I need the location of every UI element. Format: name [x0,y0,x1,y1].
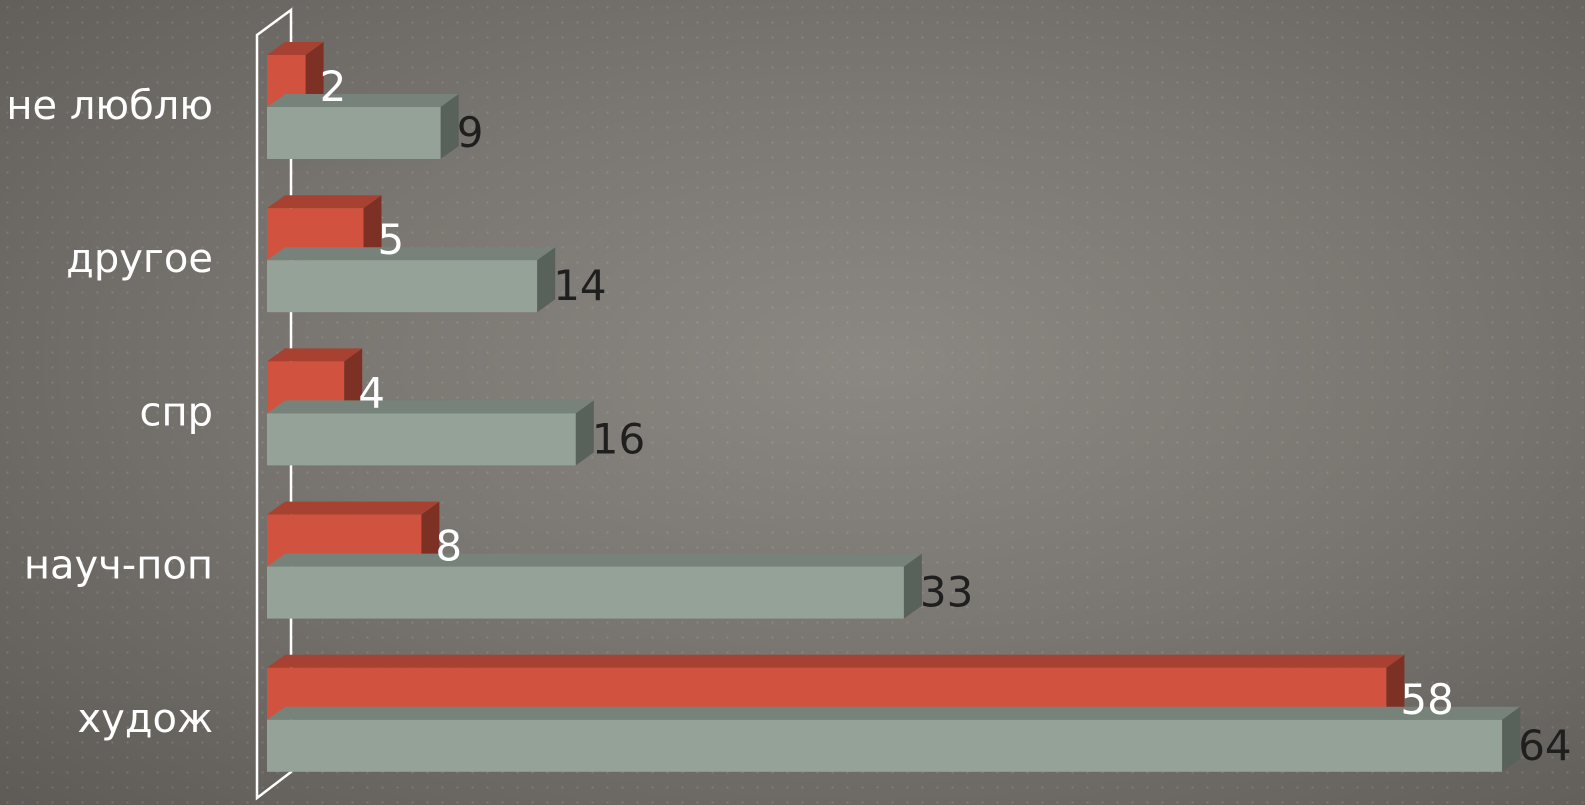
bar-top-face [267,195,382,209]
bar-side-face [1502,706,1521,772]
category-label: науч-поп [24,543,213,589]
data-label: 58 [1400,675,1453,724]
bar-gray [267,706,1521,772]
bar-top-face [267,94,459,107]
bar-top-face [267,501,440,515]
data-label: 16 [592,414,645,463]
bar-front-face [267,260,538,313]
axis-wall-frame [255,7,293,801]
bar-front-face [267,413,576,466]
bar-top-face [267,654,1405,668]
data-label: 4 [358,368,385,417]
category-label: худож [77,696,213,742]
bar-side-face [1386,654,1405,720]
data-label: 5 [378,215,405,264]
data-label: 14 [553,261,606,310]
bar-side-face [344,348,363,414]
bar-gray [267,553,922,619]
category-label: не люблю [6,83,213,129]
data-label: 8 [435,522,462,571]
bar-side-face [903,553,922,619]
category-label: спр [139,389,213,435]
data-label: 9 [457,108,484,157]
bar-front-face [267,107,441,159]
bar-top-face [267,400,594,414]
bar-side-face [440,94,459,159]
bar-side-face [421,501,440,567]
bar-side-face [305,42,324,107]
data-label: 33 [920,568,973,617]
data-labels-group: 2 9 5 14 4 16 8 33 58 64 [320,62,1572,770]
bar-top-face [267,42,324,55]
bar-side-face [363,195,382,261]
bar-side-face [537,247,556,313]
bar-front-face [267,566,904,619]
bars-group [267,42,1521,772]
bar-gray [267,94,459,159]
bar-top-face [267,553,922,567]
bar-gray [267,400,594,466]
chart-wall [255,7,293,801]
bar-gray [267,247,556,313]
bar-top-face [267,706,1521,720]
data-label: 2 [320,62,347,111]
bar-front-face [267,719,1503,772]
category-label: другое [66,236,213,282]
bar-top-face [267,247,556,261]
bar-top-face [267,348,363,362]
category-labels-group: не люблю другое спр науч-поп худож [6,83,213,742]
bar-side-face [575,400,594,466]
data-label: 64 [1518,721,1571,770]
